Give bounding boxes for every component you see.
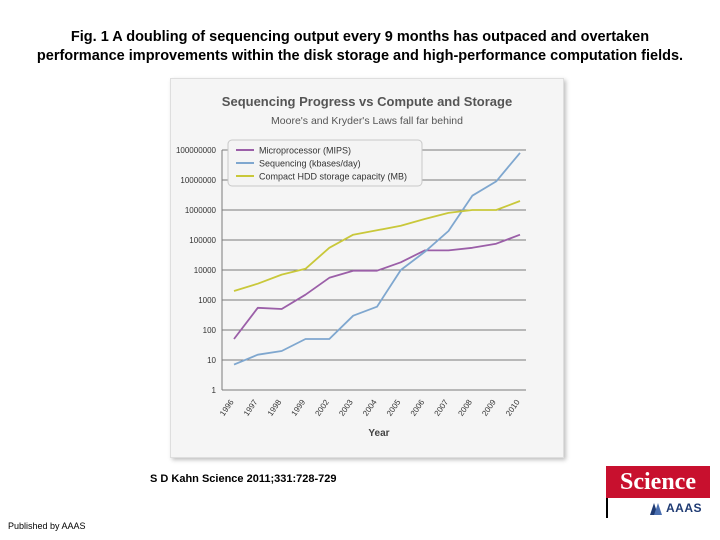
y-tick-label: 10	[207, 356, 216, 365]
x-tick-label: 1999	[290, 398, 308, 418]
x-tick-label: 2003	[337, 398, 355, 418]
gridlines	[222, 149, 526, 391]
x-tick-label: 2002	[313, 398, 331, 418]
series-line-2	[233, 152, 521, 366]
caption-line-1: Fig. 1 A doubling of sequencing output e…	[70, 29, 650, 45]
x-tick-label: 2006	[409, 398, 427, 418]
science-logo: Science AAAS	[606, 466, 710, 518]
publisher-note: Published by AAAS	[8, 521, 86, 531]
y-tick-label: 1	[212, 386, 217, 395]
citation: S D Kahn Science 2011;331:728-729	[150, 473, 337, 485]
y-tick-label: 100000000	[176, 146, 217, 155]
x-tick-label: 2008	[456, 398, 474, 418]
y-tick-label: 10000000	[180, 176, 216, 185]
y-tick-label: 100000	[189, 236, 216, 245]
x-tick-label: 2005	[385, 398, 403, 418]
caption-line-2: performance improvements within the disk…	[36, 48, 684, 64]
logo-wordmark: Science	[606, 466, 710, 498]
y-tick-label: 100	[203, 326, 217, 335]
x-tick-label: 2010	[504, 398, 522, 418]
logo-subtext: AAAS	[666, 501, 703, 515]
axes: 1 10 100 1000 10000 100000 1000000 10000000 1000…	[176, 146, 522, 418]
series-line-3	[233, 200, 521, 292]
chart-subtitle: Moore's and Kryder's Laws fall far behin…	[271, 115, 463, 127]
x-tick-label: 2007	[433, 398, 451, 418]
series-lines	[233, 152, 521, 366]
y-tick-label: 1000	[198, 296, 216, 305]
legend-label: Compact HDD storage capacity (MB)	[259, 172, 407, 182]
aaas-mark-icon	[650, 503, 662, 515]
legend-box	[227, 139, 423, 187]
x-tick-label: 1996	[218, 398, 236, 418]
x-axis-label: Year	[368, 428, 389, 439]
y-tick-label: 10000	[194, 266, 217, 275]
chart-title: Sequencing Progress vs Compute and Stora…	[222, 94, 512, 109]
legend-label: Sequencing (kbases/day)	[259, 159, 361, 169]
figure-caption: Fig. 1 A doubling of sequencing output e…	[0, 28, 720, 66]
x-tick-label: 1997	[242, 398, 260, 418]
x-tick-label: 2004	[361, 398, 379, 418]
y-tick-label: 1000000	[185, 206, 217, 215]
legend-label: Microprocessor (MIPS)	[259, 146, 351, 156]
x-tick-label: 2009	[480, 398, 498, 418]
logo-rule	[606, 498, 608, 518]
legend: Microprocessor (MIPS) Sequencing (kbases/…	[227, 139, 423, 187]
series-line-1	[233, 233, 521, 340]
x-tick-label: 1998	[266, 398, 284, 418]
